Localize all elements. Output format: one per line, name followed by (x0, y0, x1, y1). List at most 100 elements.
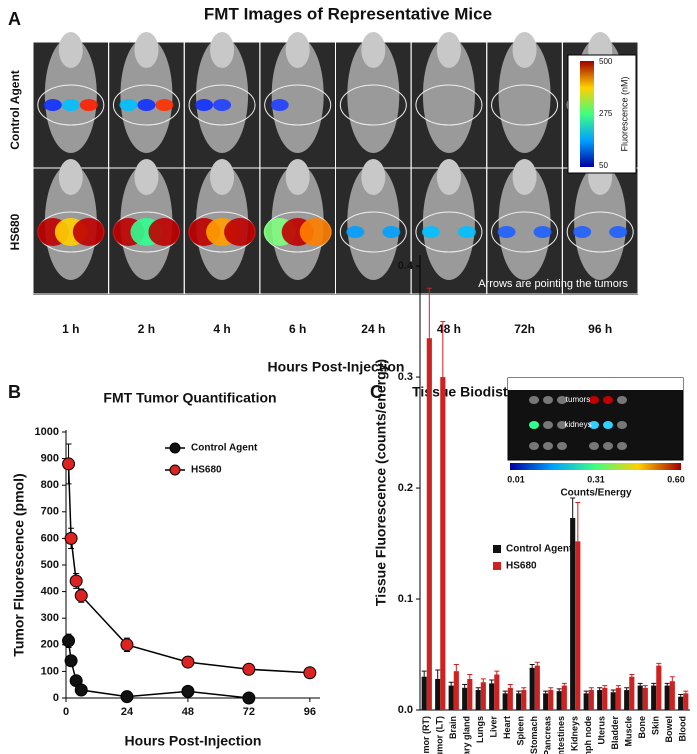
bar (642, 687, 648, 710)
mouse-head (361, 159, 386, 195)
error-bar (421, 670, 427, 677)
signal (421, 226, 440, 238)
bar (494, 674, 500, 710)
mouse (347, 37, 400, 153)
roi (188, 84, 256, 126)
inset-label: Control (526, 379, 565, 391)
signal (382, 226, 401, 238)
organ (557, 421, 567, 429)
bar (534, 665, 540, 710)
roi (37, 84, 105, 126)
signal (79, 99, 98, 111)
marker (62, 634, 76, 648)
x-tick-label: Salivary gland (462, 716, 472, 754)
x-tick-label: Spleen (516, 716, 526, 746)
y-tick-label: 0.4 (398, 260, 414, 272)
mouse-head (436, 32, 461, 68)
legend-marker (169, 464, 181, 476)
error-bar (440, 321, 446, 378)
bar (529, 667, 535, 710)
inset-label: tumors (566, 395, 590, 404)
x-tick-label: 0 (63, 706, 69, 718)
y-tick-label: 100 (41, 665, 59, 677)
signal (573, 226, 592, 238)
bar (588, 690, 594, 710)
y-axis-title: Tumor Fluorescence (pmol) (11, 473, 27, 656)
signal (72, 218, 105, 246)
error-bar (629, 673, 635, 677)
error-bar (516, 690, 522, 694)
marker (242, 691, 256, 705)
organ (603, 442, 613, 450)
y-tick-label: 0.2 (398, 482, 413, 494)
y-tick-label: 0.1 (398, 593, 413, 605)
roi (415, 84, 483, 126)
marker (74, 589, 88, 603)
bar (435, 678, 441, 710)
error-bar (610, 689, 616, 693)
error-bar (453, 664, 459, 672)
marker (181, 655, 195, 669)
bar (521, 690, 527, 710)
inset-label: HS680 (609, 379, 643, 391)
legend-swatch (493, 545, 501, 553)
y-tick-label: 200 (41, 639, 59, 651)
bar (516, 693, 522, 710)
x-tick-label: Lymph node (583, 716, 593, 754)
panel-label: B (8, 382, 21, 402)
y-tick-label: 0.3 (398, 371, 413, 383)
legend-label: HS680 (191, 465, 222, 476)
chart-title: FMT Tumor Quantification (103, 390, 276, 406)
bar (683, 693, 689, 710)
error-bar (529, 664, 535, 668)
legend-label: Control Agent (506, 544, 573, 555)
error-bar (534, 661, 540, 666)
signal (137, 99, 156, 111)
time-label: 2 h (138, 322, 155, 336)
organ (557, 396, 567, 404)
bar (421, 676, 427, 710)
bar (475, 690, 481, 710)
x-tick-label: 24 (121, 706, 134, 718)
roi (415, 211, 483, 253)
marker (120, 638, 134, 652)
marker (64, 531, 78, 545)
colorbar-label: Fluorescence (nM) (619, 76, 629, 151)
signal (224, 218, 257, 246)
x-tick-label: Kidneys (570, 716, 580, 751)
marker (242, 662, 256, 676)
error-bar (561, 682, 567, 686)
x-tick-label: Bowel (664, 716, 674, 743)
error-bar (480, 678, 486, 683)
series-line (67, 640, 249, 699)
y-tick-label: 500 (41, 559, 59, 571)
error-bar (467, 673, 473, 679)
error-bar (669, 676, 675, 682)
y-tick-label: 1000 (35, 426, 59, 438)
error-bar (642, 685, 648, 688)
error-bar (583, 690, 589, 694)
signal (155, 99, 174, 111)
inset-scale-label: Counts/Energy (560, 488, 632, 499)
x-tick-label: Tumor (RT) (421, 716, 431, 754)
marker (303, 666, 317, 680)
signal (497, 226, 516, 238)
bar (637, 685, 643, 710)
y-tick-label: 600 (41, 532, 59, 544)
error-bar (637, 682, 643, 686)
error-bar (588, 687, 594, 691)
x-tick-label: Pancreas (543, 716, 553, 754)
error-bar (435, 669, 441, 679)
y-tick-label: 800 (41, 479, 59, 491)
bar (543, 693, 549, 710)
error-bar (548, 687, 554, 691)
error-bar (624, 687, 630, 691)
mouse-head (436, 159, 461, 195)
legend-label: Control Agent (191, 443, 258, 454)
error-bar (570, 497, 576, 519)
inset-scale: 0.31 (587, 474, 605, 484)
signal (61, 99, 80, 111)
bar (629, 676, 635, 710)
mouse-head (512, 159, 537, 195)
bar (448, 685, 454, 710)
